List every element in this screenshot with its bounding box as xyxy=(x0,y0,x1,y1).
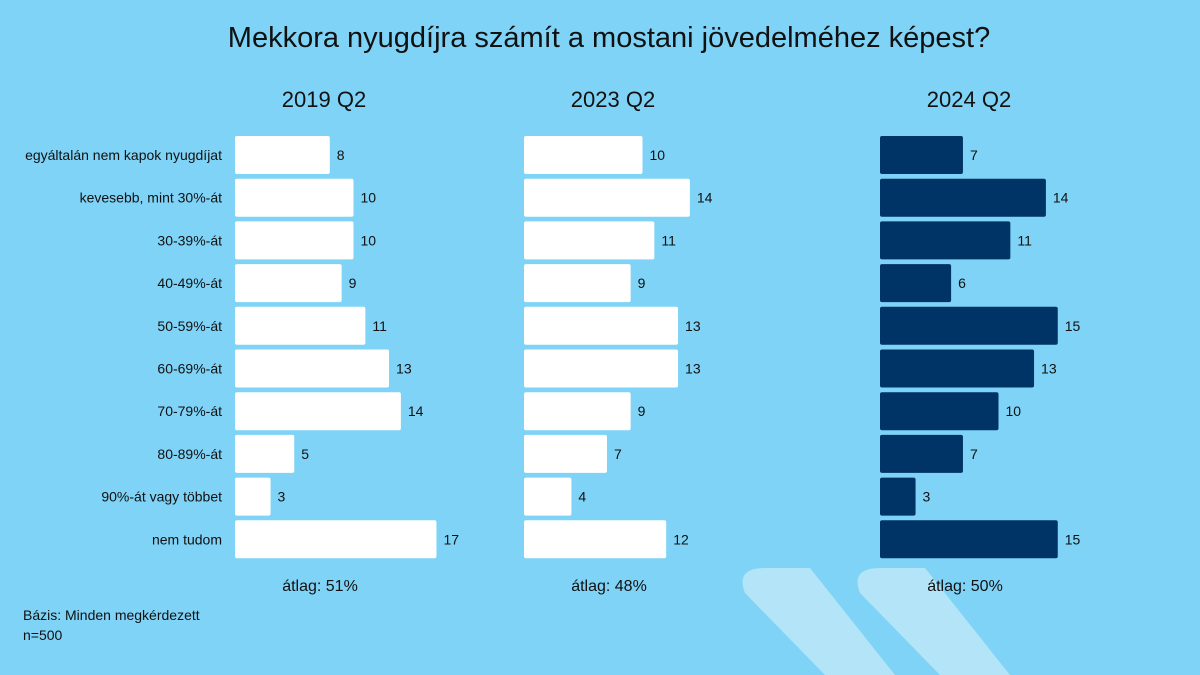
data-label: 17 xyxy=(443,531,459,547)
bar xyxy=(235,477,271,516)
footer-n: n=500 xyxy=(23,627,63,643)
panel-title: 2023 Q2 xyxy=(571,87,655,112)
bar xyxy=(235,349,390,388)
footer-base: Bázis: Minden megkérdezett xyxy=(23,607,200,623)
bar xyxy=(524,306,679,345)
bar xyxy=(524,349,679,388)
bar xyxy=(524,178,690,217)
average-label: átlag: 50% xyxy=(927,578,1003,595)
bar xyxy=(235,520,437,559)
data-label: 14 xyxy=(1053,190,1069,206)
category-label: 60-69%-át xyxy=(157,361,222,377)
data-label: 11 xyxy=(1017,232,1032,248)
data-label: 3 xyxy=(278,489,286,505)
bar xyxy=(524,520,667,559)
data-label: 13 xyxy=(685,318,701,334)
panel-title: 2024 Q2 xyxy=(927,87,1011,112)
data-label: 5 xyxy=(301,446,309,462)
average-label: átlag: 48% xyxy=(571,578,647,595)
panel-2: 2024 Q2 7 14 11 6 15 13 10 7 3 15 átlag: 50% xyxy=(880,87,1081,595)
bar xyxy=(235,136,330,174)
data-label: 15 xyxy=(1065,318,1081,334)
chart-panels: 2019 Q2 8 10 10 9 11 13 14 5 3 17 átlag: 51% 2023 Q2… xyxy=(235,87,1081,595)
category-label: 50-59%-át xyxy=(157,318,222,334)
data-label: 13 xyxy=(396,361,412,377)
data-label: 9 xyxy=(638,275,646,291)
panel-title: 2019 Q2 xyxy=(282,87,366,112)
bar xyxy=(880,178,1046,217)
bar xyxy=(880,306,1058,345)
bar xyxy=(524,392,631,431)
bar xyxy=(524,477,572,516)
category-label: 70-79%-át xyxy=(157,403,222,419)
decorative-chevrons xyxy=(742,568,1010,675)
bar xyxy=(235,221,354,260)
bar xyxy=(235,264,342,303)
bar xyxy=(524,221,655,260)
bar xyxy=(880,477,916,516)
bar xyxy=(524,434,607,473)
data-label: 10 xyxy=(361,232,377,248)
data-label: 6 xyxy=(958,275,966,291)
bar xyxy=(880,136,963,174)
data-label: 7 xyxy=(614,446,622,462)
data-label: 13 xyxy=(685,361,701,377)
bar xyxy=(880,392,999,431)
category-label: 30-39%-át xyxy=(157,232,222,248)
panel-0: 2019 Q2 8 10 10 9 11 13 14 5 3 17 átlag: 51% xyxy=(235,87,459,595)
data-label: 15 xyxy=(1065,531,1081,547)
panel-1: 2023 Q2 10 14 11 9 13 13 9 7 4 12 átlag: 48% xyxy=(524,87,713,595)
data-label: 9 xyxy=(349,275,357,291)
data-label: 14 xyxy=(408,403,424,419)
bar xyxy=(880,520,1058,559)
category-label: 40-49%-át xyxy=(157,275,222,291)
category-label: kevesebb, mint 30%-át xyxy=(80,190,223,206)
data-label: 4 xyxy=(578,489,586,505)
data-label: 7 xyxy=(970,147,978,163)
bar xyxy=(880,221,1011,260)
data-label: 12 xyxy=(673,531,689,547)
data-label: 9 xyxy=(638,403,646,419)
bar xyxy=(880,264,952,303)
bar xyxy=(880,349,1035,388)
data-label: 11 xyxy=(661,232,676,248)
chart-title: Mekkora nyugdíjra számít a mostani jöved… xyxy=(228,22,990,54)
chevron-decor-1 xyxy=(857,568,1010,675)
data-label: 10 xyxy=(361,190,377,206)
data-label: 11 xyxy=(372,318,387,334)
average-label: átlag: 51% xyxy=(282,578,358,595)
bar xyxy=(235,178,354,217)
category-label: 80-89%-át xyxy=(157,446,222,462)
data-label: 13 xyxy=(1041,361,1057,377)
category-label: egyáltalán nem kapok nyugdíjat xyxy=(25,147,222,163)
category-label: 90%-át vagy többet xyxy=(101,489,222,505)
bar xyxy=(235,306,366,345)
data-label: 3 xyxy=(923,489,931,505)
category-labels: egyáltalán nem kapok nyugdíjat kevesebb, … xyxy=(25,147,222,547)
bar xyxy=(524,136,643,174)
data-label: 10 xyxy=(650,147,666,163)
data-label: 8 xyxy=(337,147,345,163)
bar xyxy=(235,392,401,431)
bar xyxy=(524,264,631,303)
data-label: 7 xyxy=(970,446,978,462)
data-label: 10 xyxy=(1006,403,1022,419)
data-label: 14 xyxy=(697,190,713,206)
category-label: nem tudom xyxy=(152,531,222,547)
bar xyxy=(235,434,295,473)
bar xyxy=(880,434,963,473)
chevron-decor-0 xyxy=(742,568,895,675)
